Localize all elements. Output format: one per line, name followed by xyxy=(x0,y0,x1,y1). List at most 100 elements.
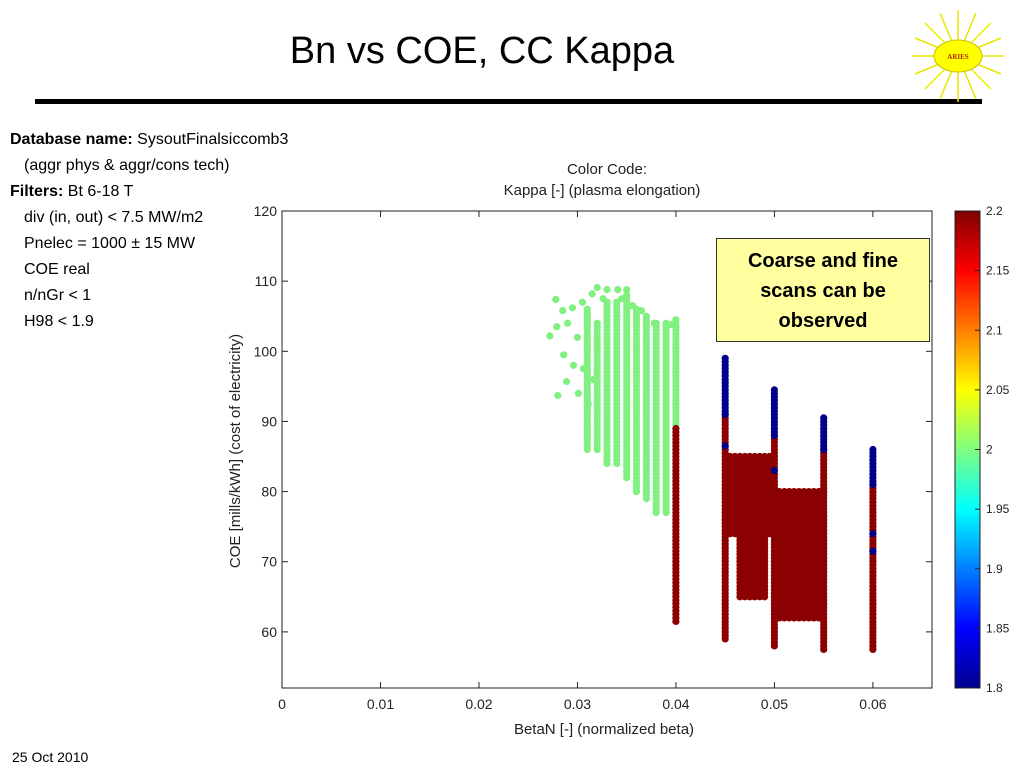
filter-item: H98 < 1.9 xyxy=(24,313,94,330)
color-code-subtitle: Kappa [-] (plasma elongation) xyxy=(504,182,701,199)
data-point xyxy=(637,307,646,315)
filters-label: Filters: xyxy=(10,183,64,200)
data-point xyxy=(569,361,578,369)
data-point xyxy=(559,307,567,315)
logo-text: ARIES xyxy=(947,53,969,61)
colorbar-tick-label: 2 xyxy=(986,443,993,457)
series-kappa-2.2 xyxy=(672,410,877,654)
data-point xyxy=(770,466,779,475)
x-tick-label: 0.02 xyxy=(465,696,492,712)
database-note: (aggr phys & aggr/cons tech) xyxy=(24,157,230,174)
data-point xyxy=(642,312,651,320)
data-point xyxy=(546,332,554,340)
title-divider xyxy=(35,99,982,104)
database-label: Database name: xyxy=(10,131,133,148)
data-point xyxy=(603,286,611,294)
data-point xyxy=(593,319,601,327)
colorbar-tick-label: 2.05 xyxy=(986,383,1010,397)
data-point xyxy=(672,316,680,324)
data-point xyxy=(574,389,583,397)
database-value: SysoutFinalsiccomb3 xyxy=(137,131,289,148)
data-point xyxy=(578,298,587,306)
data-point xyxy=(564,319,572,327)
callout-line: scans can be xyxy=(760,280,886,302)
filters-line: Filters: Bt 6-18 T xyxy=(10,179,370,205)
slide-date: 25 Oct 2010 xyxy=(12,749,89,765)
data-point xyxy=(795,488,803,496)
x-tick-label: 0.03 xyxy=(564,696,591,712)
data-point xyxy=(613,298,621,306)
y-axis: 60 70 80 90 100 110 120 xyxy=(254,203,932,640)
colorbar-tick-label: 2.15 xyxy=(986,264,1010,278)
data-point xyxy=(761,488,769,496)
data-point xyxy=(589,375,597,383)
data-point xyxy=(583,305,591,313)
data-point xyxy=(731,452,739,461)
callout-line: observed xyxy=(778,310,868,332)
data-point xyxy=(553,323,561,331)
data-point xyxy=(584,400,592,408)
data-point xyxy=(815,488,823,496)
x-axis-label: BetaN [-] (normalized beta) xyxy=(514,721,694,738)
data-point xyxy=(667,321,675,329)
data-point xyxy=(623,286,631,294)
callout-note: Coarse and fine scans can be observed xyxy=(716,238,930,342)
aries-logo: ARIES xyxy=(912,10,1004,102)
data-point xyxy=(820,414,828,422)
colorbar-tick-label: 2.2 xyxy=(986,204,1003,218)
y-tick-label: 120 xyxy=(254,203,278,219)
y-tick-label: 80 xyxy=(261,484,277,500)
y-tick-label: 60 xyxy=(261,624,277,640)
filter-item: Pnelec = 1000 ± 15 MW xyxy=(24,235,196,252)
filter-item: n/nGr < 1 xyxy=(24,287,92,304)
data-point xyxy=(554,391,562,400)
filter-item: COE real xyxy=(24,261,90,278)
data-point xyxy=(552,295,560,303)
x-tick-label: 0.04 xyxy=(662,696,689,712)
data-point xyxy=(579,365,588,373)
data-point xyxy=(770,386,779,394)
data-point xyxy=(573,333,582,341)
slide-title: Bn vs COE, CC Kappa xyxy=(289,30,675,72)
data-point xyxy=(563,377,571,386)
database-info: Database name: SysoutFinalsiccomb3 (aggr… xyxy=(10,127,370,335)
data-point xyxy=(751,488,759,496)
series-kappa-2.0 xyxy=(546,283,680,517)
data-point xyxy=(599,295,607,303)
y-axis-label: COE [mills/kWh] (cost of electricity) xyxy=(227,334,244,568)
data-point xyxy=(869,530,877,538)
x-axis: 0 0.01 0.02 0.03 0.04 0.05 0.06 xyxy=(278,211,887,712)
data-point xyxy=(588,290,596,298)
data-point xyxy=(751,452,759,461)
y-tick-label: 100 xyxy=(254,343,278,359)
database-line: Database name: SysoutFinalsiccomb3 xyxy=(10,127,370,153)
y-tick-label: 90 xyxy=(261,413,277,429)
x-tick-label: 0.05 xyxy=(761,696,788,712)
data-point xyxy=(721,442,729,450)
data-point xyxy=(672,424,680,433)
y-tick-label: 70 xyxy=(261,554,277,570)
data-point xyxy=(721,354,729,362)
filter-item: div (in, out) < 7.5 MW/m2 xyxy=(24,209,204,226)
filter-item: Bt 6-18 T xyxy=(67,183,134,200)
data-point xyxy=(593,283,601,292)
colorbar-ticks: 2.2 2.15 2.1 2.05 2 1.95 1.9 1.85 1.8 xyxy=(975,204,1010,695)
data-point xyxy=(560,351,568,359)
data-point xyxy=(650,319,658,327)
data-point xyxy=(618,295,626,303)
x-tick-label: 0.06 xyxy=(859,696,886,712)
callout-line: Coarse and fine xyxy=(747,250,899,272)
data-point xyxy=(629,302,637,310)
data-point xyxy=(869,547,877,555)
data-point xyxy=(869,445,877,454)
colorbar-tick-label: 2.1 xyxy=(986,323,1003,337)
series-kappa-1.8 xyxy=(721,354,877,555)
y-tick-label: 110 xyxy=(255,273,278,289)
data-point xyxy=(593,340,601,348)
colorbar-tick-label: 1.8 xyxy=(986,681,1003,695)
colorbar-tick-label: 1.9 xyxy=(986,562,1003,576)
x-tick-label: 0 xyxy=(278,696,286,712)
color-code-title: Color Code: xyxy=(567,161,647,178)
data-point xyxy=(568,304,577,312)
